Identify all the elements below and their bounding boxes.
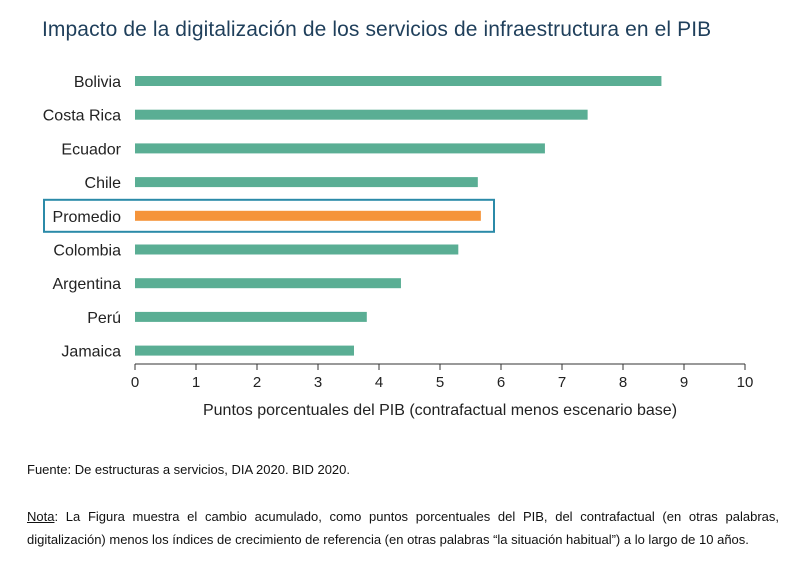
chart-title: Impacto de la digitalización de los serv… (42, 18, 712, 41)
bar-perú (135, 311, 367, 322)
bar-argentina (135, 278, 401, 289)
category-label: Colombia (53, 243, 121, 260)
x-tick-label: 4 (375, 374, 383, 391)
bar-bolivia (135, 76, 662, 86)
x-tick-label: 7 (558, 374, 566, 391)
category-label: Promedio (53, 209, 122, 226)
x-tick-label: 8 (619, 374, 627, 391)
category-label: Costa Rica (43, 108, 121, 125)
x-tick-label: 9 (680, 374, 688, 391)
category-label: Bolivia (74, 74, 121, 91)
bar-promedio (135, 210, 481, 221)
x-axis-title: Puntos porcentuales del PIB (contrafactu… (203, 402, 677, 419)
bar-chile (135, 177, 478, 188)
x-tick-label: 0 (131, 374, 139, 391)
category-label: Chile (85, 175, 122, 192)
note-body: : La Figura muestra el cambio acumulado,… (27, 509, 779, 547)
note-text: Nota: La Figura muestra el cambio acumul… (27, 505, 779, 551)
bar-colombia (135, 244, 459, 255)
category-label: Perú (87, 310, 121, 327)
source-text: Fuente: De estructuras a servicios, DIA … (27, 462, 350, 477)
category-label: Jamaica (61, 344, 121, 361)
x-tick-label: 1 (192, 374, 200, 391)
bar-jamaica (135, 345, 354, 356)
highlight-box (43, 198, 495, 233)
category-label: Argentina (53, 276, 122, 293)
bar-ecuador (135, 143, 545, 154)
x-tick-label: 2 (253, 374, 261, 391)
bar-costa-rica (135, 109, 588, 120)
category-label: Ecuador (61, 141, 121, 158)
x-tick-label: 5 (436, 374, 444, 391)
x-tick-label: 3 (314, 374, 322, 391)
note-label: Nota (27, 509, 55, 524)
x-tick-label: 10 (737, 374, 754, 391)
bar-chart: Bolivia Costa Rica Ecuador Chile Promedio Col… (43, 74, 754, 419)
x-tick-label: 6 (497, 374, 505, 391)
